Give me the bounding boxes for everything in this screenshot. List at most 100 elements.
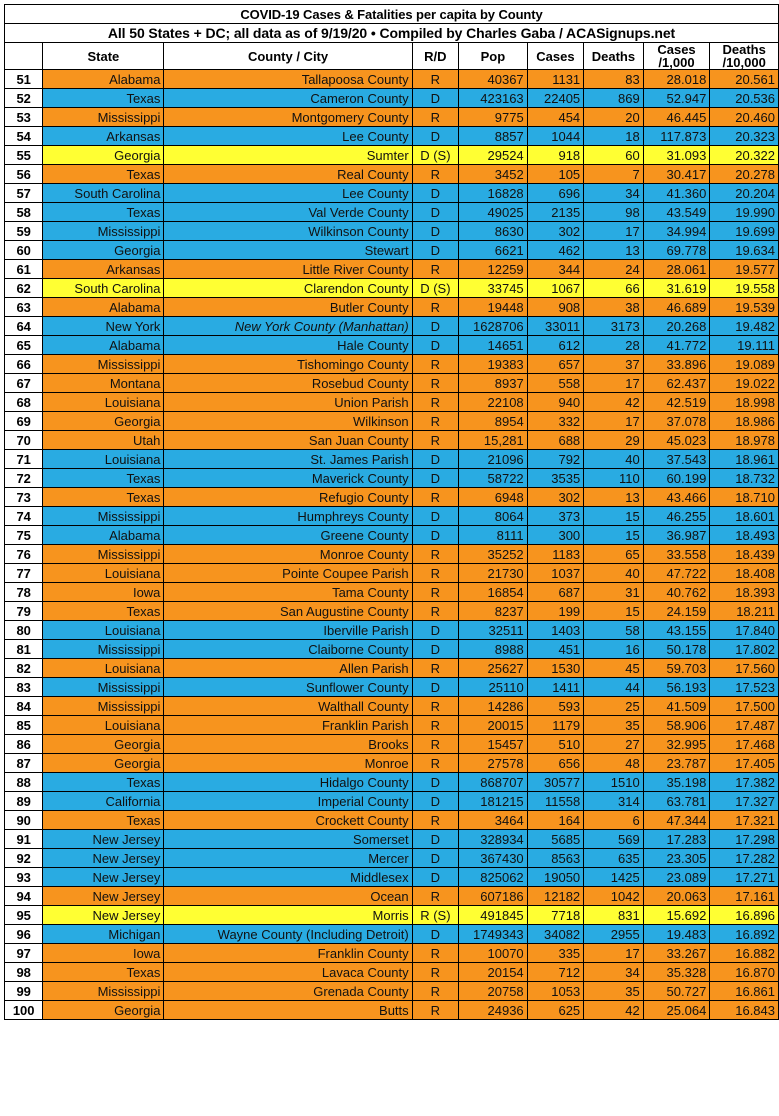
cell-pop[interactable]: 22108 [458, 392, 528, 412]
cell-rank[interactable]: 85 [3, 715, 44, 735]
cell-deaths-per-10000[interactable]: 19.577 [709, 259, 779, 279]
cell-rank[interactable]: 65 [3, 335, 44, 355]
cell-state[interactable]: New Jersey [42, 829, 165, 849]
cell-pop[interactable]: 58722 [458, 468, 528, 488]
cell-state[interactable]: Texas [42, 487, 165, 507]
cell-pop[interactable]: 16854 [458, 582, 528, 602]
cell-cases[interactable]: 908 [526, 297, 585, 317]
cell-pop[interactable]: 181215 [458, 791, 528, 811]
cell-deaths-per-10000[interactable]: 16.882 [709, 943, 779, 963]
cell-rank[interactable]: 76 [3, 544, 44, 564]
cell-state[interactable]: Mississippi [42, 639, 165, 659]
cell-county[interactable]: Tallapoosa County [163, 69, 413, 89]
cell-cases[interactable]: 11558 [526, 791, 585, 811]
table-row[interactable]: 68 Louisiana Union Parish R 22108 940 42 42.519… [3, 392, 779, 412]
cell-county[interactable]: New York County (Manhattan) [163, 316, 413, 336]
cell-deaths-per-10000[interactable]: 18.408 [709, 563, 779, 583]
cell-deaths[interactable]: 15 [583, 601, 644, 621]
cell-deaths-per-10000[interactable]: 19.634 [709, 240, 779, 260]
cell-county[interactable]: Wilkinson County [163, 221, 413, 241]
cell-cases[interactable]: 335 [526, 943, 585, 963]
cell-pop[interactable]: 8064 [458, 506, 528, 526]
cell-rd[interactable]: R [411, 107, 460, 127]
cell-county[interactable]: Middlesex [163, 867, 413, 887]
table-row[interactable]: 75 Alabama Greene County D 8111 300 15 36.987 18… [3, 525, 779, 545]
cell-county[interactable]: Sumter [163, 145, 413, 165]
cell-cases-per-1000[interactable]: 46.689 [642, 297, 711, 317]
cell-cases-per-1000[interactable]: 15.692 [642, 905, 711, 925]
cell-state[interactable]: California [42, 791, 165, 811]
cell-rank[interactable]: 53 [3, 107, 44, 127]
cell-cases[interactable]: 940 [526, 392, 585, 412]
cell-rd[interactable]: D [411, 848, 460, 868]
cell-county[interactable]: Crockett County [163, 810, 413, 830]
cell-cases[interactable]: 462 [526, 240, 585, 260]
cell-cases-per-1000[interactable]: 47.344 [642, 810, 711, 830]
cell-deaths[interactable]: 37 [583, 354, 644, 374]
cell-deaths[interactable]: 17 [583, 221, 644, 241]
cell-deaths-per-10000[interactable]: 17.298 [709, 829, 779, 849]
cell-state[interactable]: Texas [42, 810, 165, 830]
cell-rank[interactable]: 100 [3, 1000, 44, 1020]
cell-pop[interactable]: 25627 [458, 658, 528, 678]
cell-rank[interactable]: 71 [3, 449, 44, 469]
cell-deaths-per-10000[interactable]: 16.870 [709, 962, 779, 982]
cell-county[interactable]: Pointe Coupee Parish [163, 563, 413, 583]
cell-deaths-per-10000[interactable]: 18.961 [709, 449, 779, 469]
cell-state[interactable]: Georgia [42, 753, 165, 773]
cell-cases-per-1000[interactable]: 43.466 [642, 487, 711, 507]
col-header-cases[interactable]: Cases [526, 42, 585, 70]
cell-cases-per-1000[interactable]: 30.417 [642, 164, 711, 184]
cell-cases-per-1000[interactable]: 28.061 [642, 259, 711, 279]
cell-cases-per-1000[interactable]: 34.994 [642, 221, 711, 241]
cell-cases[interactable]: 5685 [526, 829, 585, 849]
cell-deaths-per-10000[interactable]: 18.998 [709, 392, 779, 412]
table-row[interactable]: 78 Iowa Tama County R 16854 687 31 40.762 18.393 [3, 582, 779, 602]
cell-pop[interactable]: 25110 [458, 677, 528, 697]
cell-cases[interactable]: 1530 [526, 658, 585, 678]
cell-pop[interactable]: 33745 [458, 278, 528, 298]
cell-deaths-per-10000[interactable]: 17.500 [709, 696, 779, 716]
cell-deaths-per-10000[interactable]: 19.022 [709, 373, 779, 393]
table-row[interactable]: 93 New Jersey Middlesex D 825062 19050 1425 23.… [3, 867, 779, 887]
table-row[interactable]: 59 Mississippi Wilkinson County D 8630 302 17 3… [3, 221, 779, 241]
cell-deaths-per-10000[interactable]: 18.393 [709, 582, 779, 602]
cell-cases[interactable]: 657 [526, 354, 585, 374]
cell-pop[interactable]: 8937 [458, 373, 528, 393]
cell-deaths-per-10000[interactable]: 18.493 [709, 525, 779, 545]
cell-rank[interactable]: 58 [3, 202, 44, 222]
cell-deaths[interactable]: 83 [583, 69, 644, 89]
cell-rd[interactable]: D [411, 240, 460, 260]
cell-deaths[interactable]: 17 [583, 373, 644, 393]
cell-rank[interactable]: 84 [3, 696, 44, 716]
cell-deaths-per-10000[interactable]: 19.539 [709, 297, 779, 317]
col-header-deaths-per-10000[interactable]: Deaths /10,000 [709, 42, 779, 70]
cell-state[interactable]: Alabama [42, 297, 165, 317]
cell-state[interactable]: Iowa [42, 582, 165, 602]
cell-rank[interactable]: 56 [3, 164, 44, 184]
cell-state[interactable]: New Jersey [42, 886, 165, 906]
cell-rd[interactable]: R [411, 734, 460, 754]
cell-county[interactable]: Iberville Parish [163, 620, 413, 640]
cell-deaths-per-10000[interactable]: 20.323 [709, 126, 779, 146]
cell-state[interactable]: New York [42, 316, 165, 336]
cell-deaths[interactable]: 15 [583, 525, 644, 545]
cell-county[interactable]: Lee County [163, 126, 413, 146]
cell-county[interactable]: San Augustine County [163, 601, 413, 621]
cell-deaths-per-10000[interactable]: 18.978 [709, 430, 779, 450]
cell-rank[interactable]: 97 [3, 943, 44, 963]
table-row[interactable]: 58 Texas Val Verde County D 49025 2135 98 43.54… [3, 202, 779, 222]
cell-state[interactable]: Texas [42, 88, 165, 108]
cell-state[interactable]: Georgia [42, 1000, 165, 1020]
cell-cases[interactable]: 30577 [526, 772, 585, 792]
cell-deaths-per-10000[interactable]: 16.892 [709, 924, 779, 944]
cell-county[interactable]: Brooks [163, 734, 413, 754]
cell-cases-per-1000[interactable]: 52.947 [642, 88, 711, 108]
col-header-pop[interactable]: Pop [458, 42, 528, 70]
table-row[interactable]: 95 New Jersey Morris R (S) 491845 7718 831 15.6… [3, 905, 779, 925]
table-row[interactable]: 82 Louisiana Allen Parish R 25627 1530 45 59.70… [3, 658, 779, 678]
cell-cases[interactable]: 1067 [526, 278, 585, 298]
cell-county[interactable]: Walthall County [163, 696, 413, 716]
table-row[interactable]: 54 Arkansas Lee County D 8857 1044 18 117.873 20… [3, 126, 779, 146]
cell-cases-per-1000[interactable]: 31.619 [642, 278, 711, 298]
